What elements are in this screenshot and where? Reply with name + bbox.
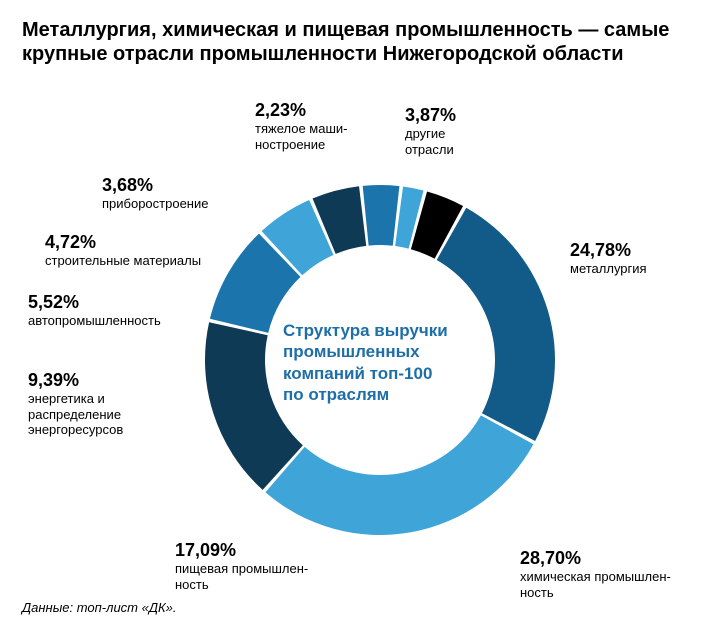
label-constrmat-pct: 4,72% xyxy=(45,232,201,253)
label-other: 3,87%другиеотрасли xyxy=(405,105,456,157)
chart-center-label: Структура выручкипромышленныхкомпаний то… xyxy=(283,320,485,405)
label-metallurgy: 24,78%металлургия xyxy=(570,240,647,277)
label-food-text: пищевая промышлен-ность xyxy=(175,561,308,592)
label-other-pct: 3,87% xyxy=(405,105,456,126)
label-metallurgy-text: металлургия xyxy=(570,261,647,276)
label-heavymach-text: тяжелое маши-ностроение xyxy=(255,121,347,152)
label-auto-pct: 5,52% xyxy=(28,292,161,313)
label-chemical: 28,70%химическая промышлен-ность xyxy=(520,548,671,600)
label-heavymach: 2,23%тяжелое маши-ностроение xyxy=(255,100,347,152)
label-food-pct: 17,09% xyxy=(175,540,308,561)
label-constrmat-text: строительные материалы xyxy=(45,253,201,268)
label-instrument-pct: 3,68% xyxy=(102,175,208,196)
label-auto-text: автопромышленность xyxy=(28,313,161,328)
label-auto: 5,52%автопромышленность xyxy=(28,292,161,329)
label-chemical-pct: 28,70% xyxy=(520,548,671,569)
label-instrument-text: приборостроение xyxy=(102,196,208,211)
slice-chemical xyxy=(265,415,533,535)
label-constrmat: 4,72%строительные материалы xyxy=(45,232,201,269)
chart-source: Данные: топ-лист «ДК». xyxy=(22,600,177,615)
label-heavymach-pct: 2,23% xyxy=(255,100,347,121)
slice-instrument xyxy=(363,185,400,246)
label-other-text: другиеотрасли xyxy=(405,126,456,157)
label-energy: 9,39%энергетика ираспределениеэнергоресу… xyxy=(28,370,123,437)
label-instrument: 3,68%приборостроение xyxy=(102,175,208,212)
label-metallurgy-pct: 24,78% xyxy=(570,240,647,261)
label-food: 17,09%пищевая промышлен-ность xyxy=(175,540,308,592)
label-energy-pct: 9,39% xyxy=(28,370,123,391)
label-chemical-text: химическая промышлен-ность xyxy=(520,569,671,600)
label-energy-text: энергетика ираспределениеэнергоресурсов xyxy=(28,391,123,437)
